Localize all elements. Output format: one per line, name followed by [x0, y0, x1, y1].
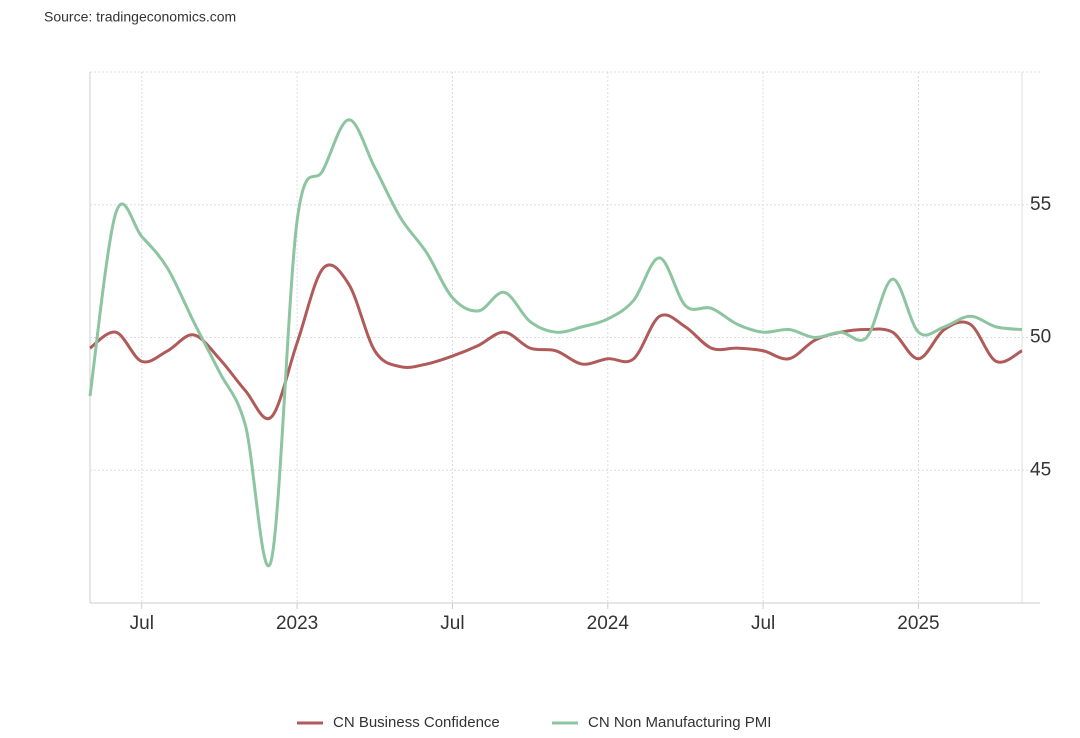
x-tick-label: 2025 [897, 613, 939, 634]
x-tick-label: Jul [440, 613, 464, 634]
x-tick-label: 2024 [587, 613, 630, 634]
series-line [89, 263, 1023, 421]
x-tick-label: Jul [751, 613, 775, 634]
legend-label: CN Business Confidence [333, 714, 500, 731]
x-tick-label: Jul [130, 613, 154, 634]
legend-label: CN Non Manufacturing PMI [588, 714, 771, 731]
x-tick-label: 2023 [276, 613, 318, 634]
y-tick-label: 45 [1030, 459, 1051, 480]
source: Source: tradingeconomics.com [44, 9, 236, 25]
y-tick-label: 50 [1030, 327, 1051, 348]
y-tick-label: 55 [1030, 194, 1051, 215]
series-line [88, 118, 1023, 568]
